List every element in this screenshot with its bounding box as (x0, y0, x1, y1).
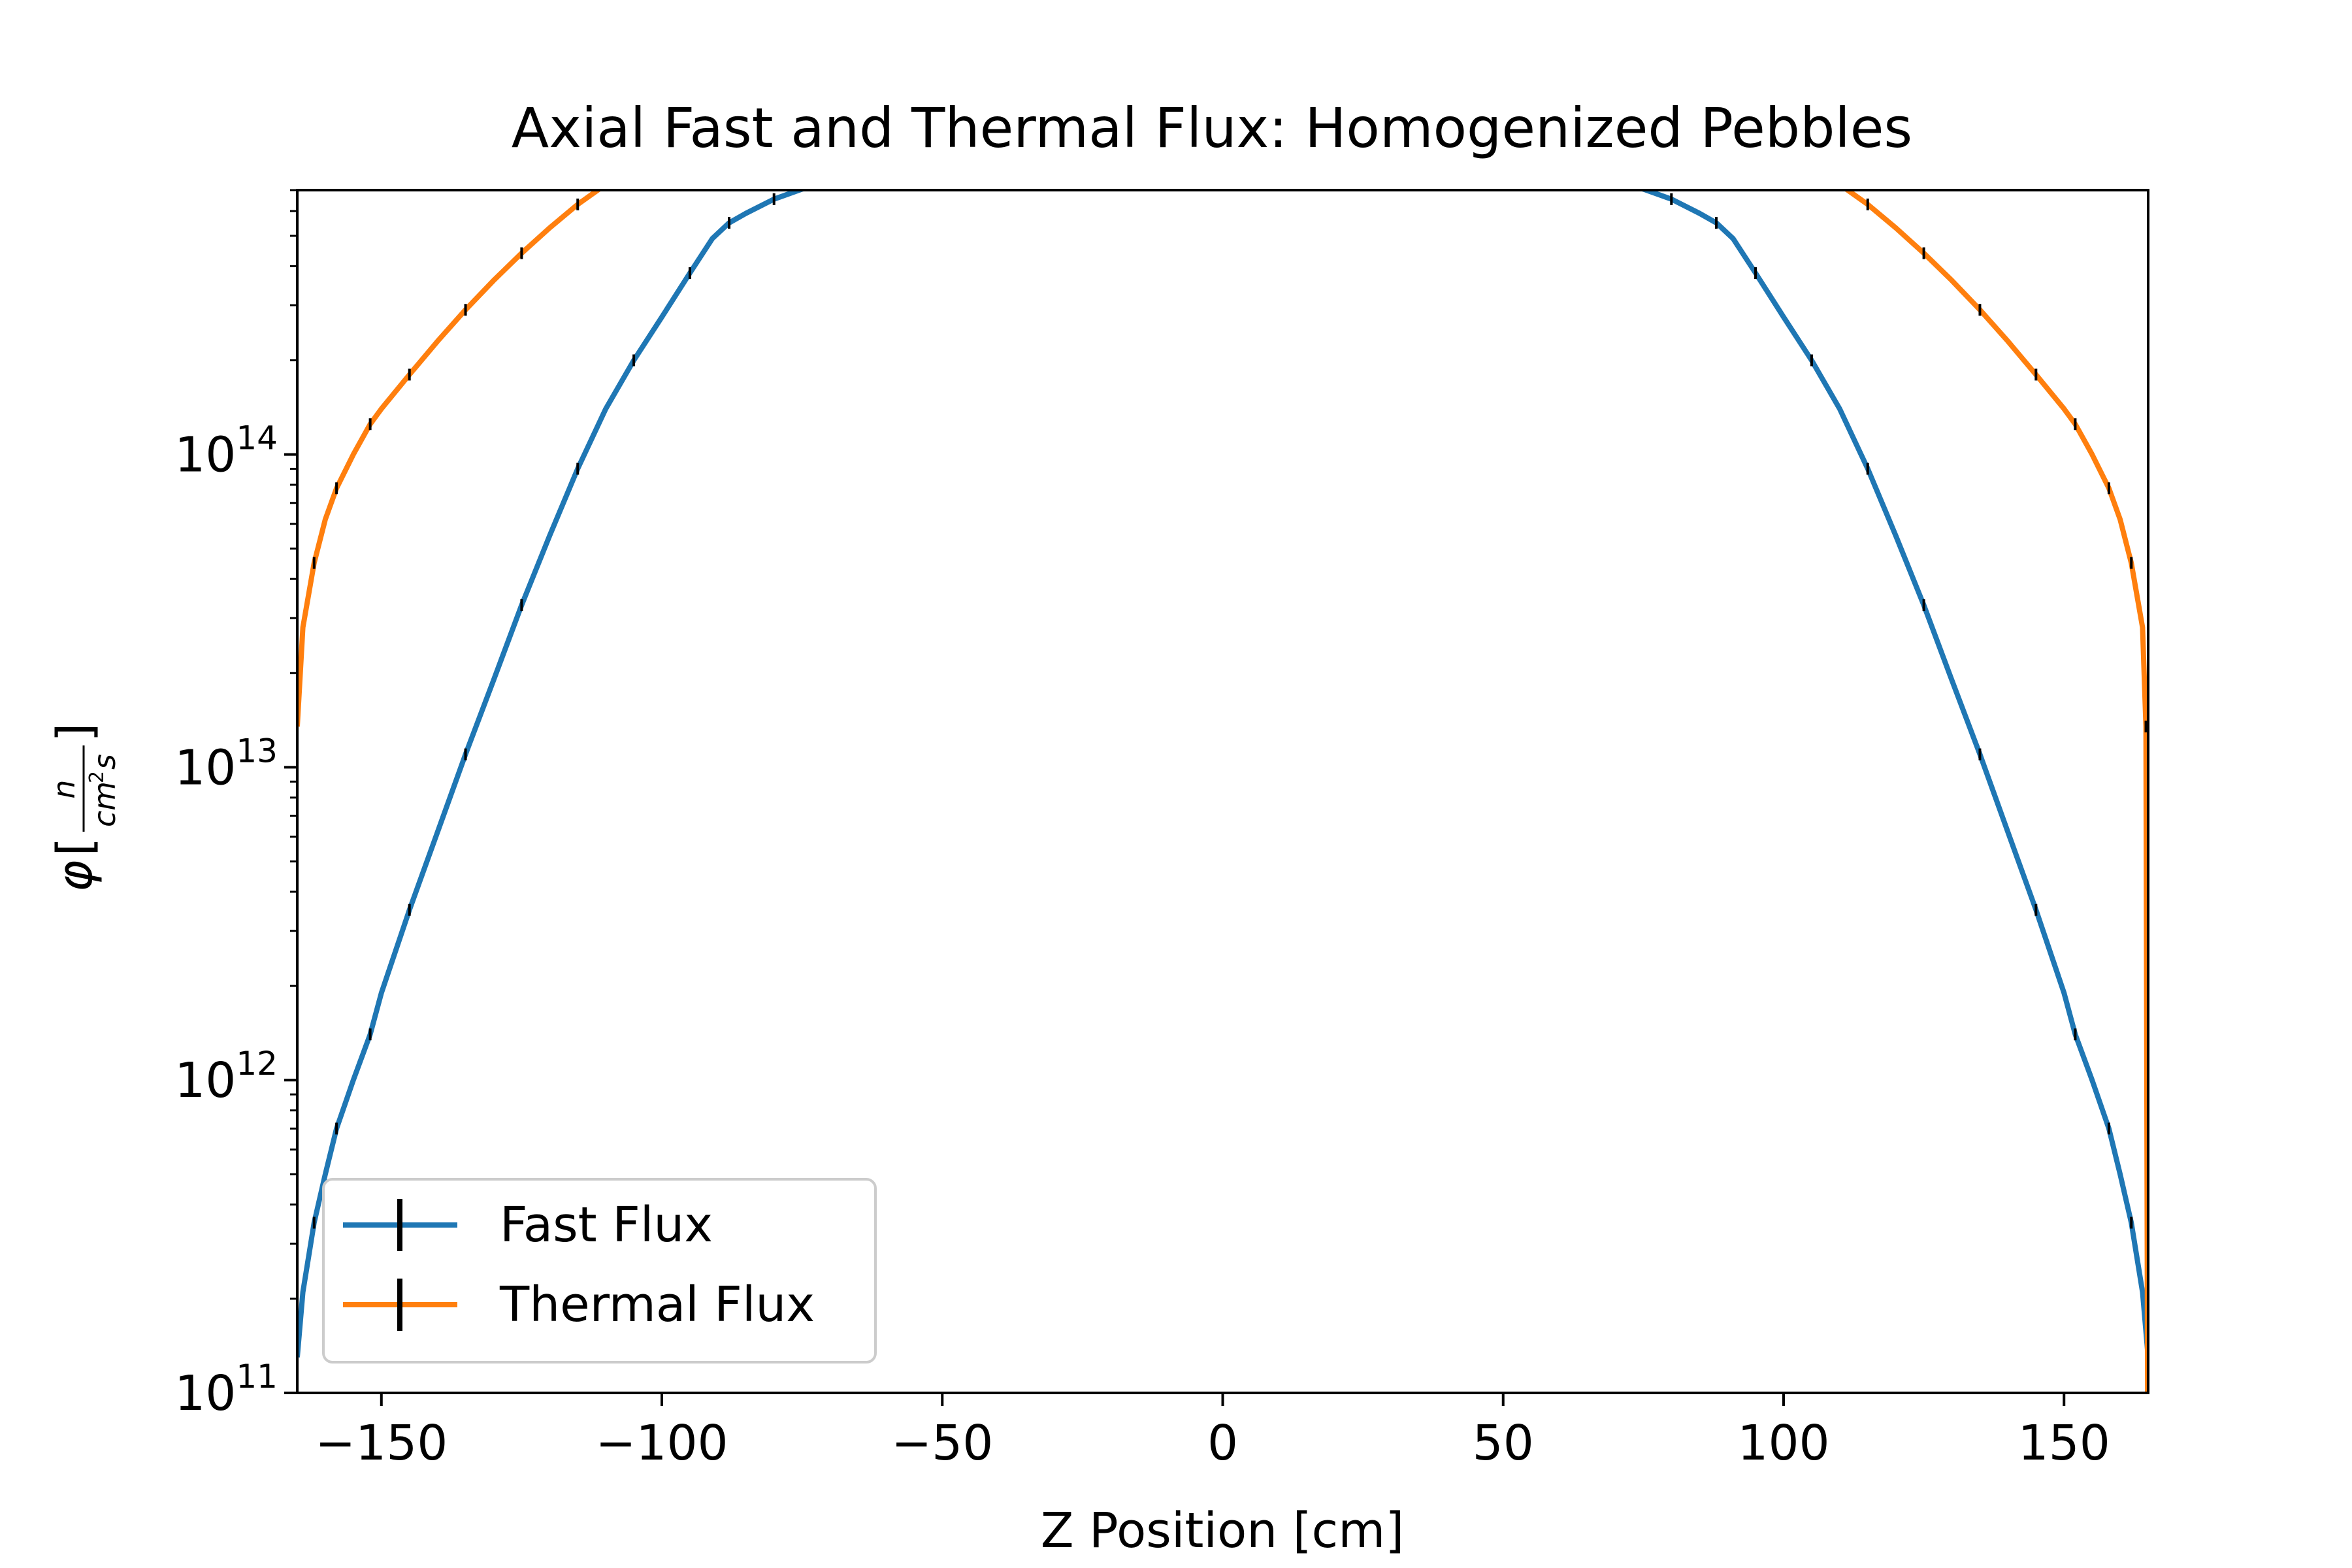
legend-frame (322, 1178, 877, 1364)
y-axis-minor-ticks (290, 189, 297, 1300)
y-tick-label: 1012 (174, 1045, 278, 1109)
series-line-thermal-flux (297, 190, 2148, 1393)
x-tick-label: 150 (2018, 1415, 2110, 1471)
x-tick-label: 0 (1207, 1415, 1238, 1471)
y-axis-label-den-s: s (87, 754, 122, 770)
errorbar-layer (297, 193, 2148, 1364)
legend-label-fast-flux: Fast Flux (500, 1197, 713, 1253)
y-axis-label-phi: φ (47, 860, 103, 892)
series-layer (297, 190, 2148, 1393)
chart-title: Axial Fast and Thermal Flux: Homogenized… (512, 96, 1912, 160)
y-tick-label: 1011 (174, 1358, 278, 1422)
y-axis-label: φ [ n cm 2 s ] (46, 723, 122, 892)
x-axis-label: Z Position [cm] (1041, 1503, 1404, 1559)
series-line-fast-flux (297, 190, 2148, 1358)
x-tick-label: −100 (595, 1415, 728, 1471)
y-axis-label-open-bracket: [ (47, 838, 103, 857)
y-tick-label: 1013 (174, 732, 278, 796)
y-axis: 1011 1012 1013 1014 (174, 419, 297, 1422)
legend-label-thermal-flux: Thermal Flux (499, 1277, 815, 1333)
y-axis-label-numerator: n (46, 779, 82, 798)
plot-area (296, 189, 2149, 1394)
x-tick-label: 50 (1473, 1415, 1534, 1471)
legend-item-fast-flux: Fast Flux (343, 1197, 713, 1253)
y-axis-label-close-bracket: ] (47, 723, 103, 742)
x-tick-label: −50 (891, 1415, 993, 1471)
x-tick-label: −150 (315, 1415, 448, 1471)
legend-item-thermal-flux: Thermal Flux (343, 1277, 815, 1333)
y-axis-label-den-sup: 2 (86, 771, 108, 783)
y-tick-label: 1014 (174, 419, 278, 483)
x-tick-label: 100 (1737, 1415, 1829, 1471)
y-axis-label-den-cm: cm (87, 781, 122, 827)
legend: Fast Flux Thermal Flux (322, 1178, 877, 1364)
x-axis: −150 −100 −50 0 50 100 150 (315, 1393, 2110, 1471)
